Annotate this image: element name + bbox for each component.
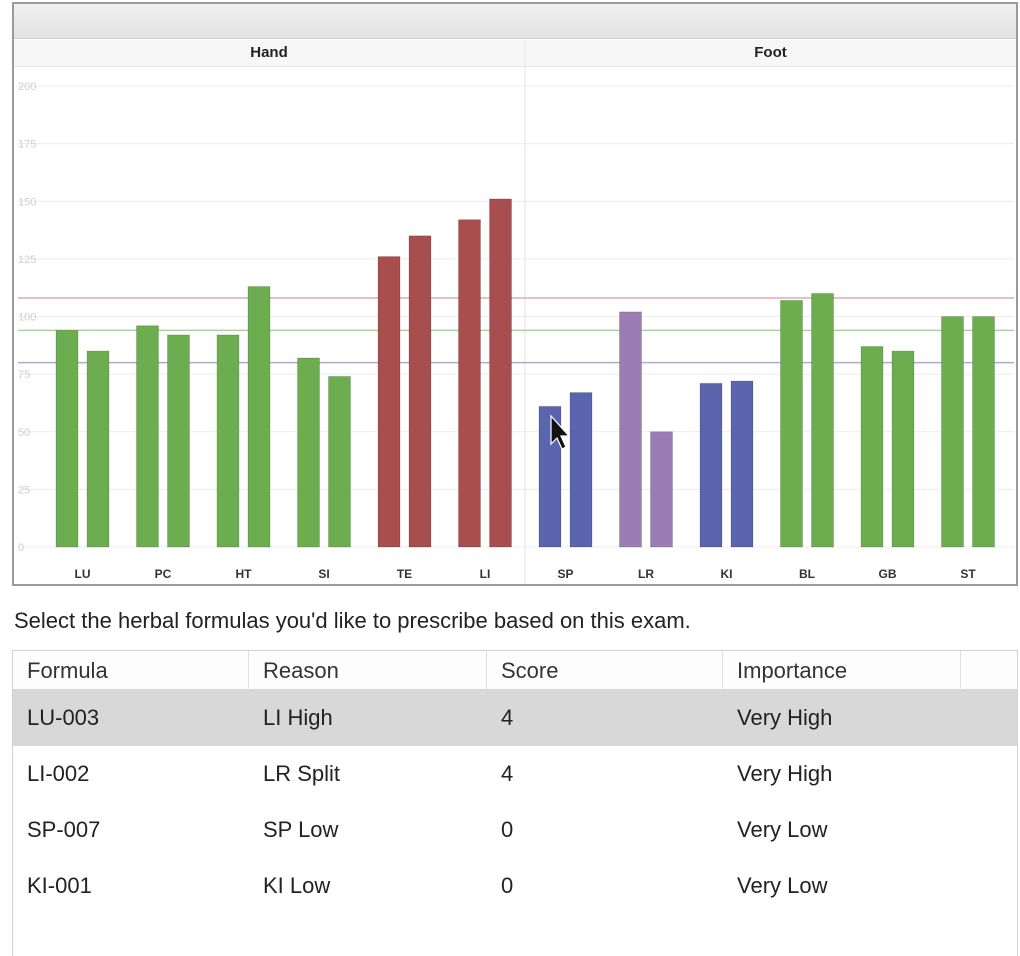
bar [569,392,593,548]
cell-reason: LR Split [263,761,341,786]
y-tick-label: 25 [18,484,30,496]
x-tick-label: TE [397,567,412,581]
bar [972,316,995,548]
table-row[interactable]: LU-003 LI High 4 Very High [13,690,1017,746]
x-tick-label: GB [879,567,897,581]
bar [860,345,884,548]
cell-reason: SP Low [263,817,339,842]
bar [297,357,320,548]
cell-formula: LI-002 [27,761,90,786]
bar [489,198,512,548]
bar [408,235,432,548]
bar [458,219,481,548]
y-tick-label: 200 [18,81,36,93]
bar [216,334,240,548]
column-header-reason[interactable]: Reason [249,651,487,689]
bar [619,311,642,548]
x-tick-label: BL [799,567,815,581]
cell-score: 4 [501,761,514,786]
bar [328,375,351,548]
column-header-importance[interactable]: Importance [723,651,961,689]
x-tick-label: LR [638,567,654,581]
cell-formula: SP-007 [27,817,101,842]
bar [941,316,964,548]
bar [377,256,401,548]
cell-reason: LI High [263,705,333,730]
y-tick-label: 125 [18,254,36,266]
meridian-chart: Hand Foot 0 25 50 75 100 125 150 175 200 LU PC HT SI… [12,2,1018,586]
cell-score: 4 [501,705,514,730]
bar [699,382,723,548]
group-header-hand: Hand [14,40,524,67]
chart-toolbar [14,4,1016,39]
column-header-formula[interactable]: Formula [13,651,249,689]
bar [780,299,803,548]
column-header-spacer [961,651,1019,689]
bar [538,405,562,548]
mouse-cursor-icon [550,414,571,450]
cell-reason: KI Low [263,873,331,898]
bar [247,286,271,548]
bar [167,334,190,548]
table-row[interactable]: SP-007 SP Low 0 Very Low [13,802,1017,858]
cell-score: 0 [501,817,514,842]
cell-importance: Very High [737,705,833,730]
y-tick-label: 100 [18,312,36,324]
formula-table: Formula Reason Score Importance LU-003 L… [12,650,1018,956]
cell-formula: KI-001 [27,873,92,898]
x-tick-label: SP [557,567,573,581]
x-tick-label: KI [721,567,733,581]
x-tick-label: HT [236,567,253,581]
bar [55,329,79,548]
bar [86,350,110,548]
instruction-text: Select the herbal formulas you'd like to… [14,608,691,633]
cell-score: 0 [501,873,514,898]
bar [811,292,834,548]
bar [891,350,915,548]
y-tick-label: 50 [18,427,30,439]
group-header-foot: Foot [525,40,1016,67]
x-tick-label: SI [318,567,329,581]
cell-importance: Very High [737,761,833,786]
x-tick-label: LU [75,567,91,581]
table-row[interactable]: KI-001 KI Low 0 Very Low [13,858,1017,914]
y-tick-label: 75 [18,369,30,381]
y-tick-label: 175 [18,139,36,151]
bar [136,325,159,548]
bar [730,380,754,548]
cell-importance: Very Low [737,873,828,898]
bar [650,431,673,548]
column-header-score[interactable]: Score [487,651,723,689]
bar-chart-svg: 0 25 50 75 100 125 150 175 200 LU PC HT SI TE LI SP LR KI… [18,40,1014,584]
x-tick-label: PC [155,567,172,581]
x-tick-label: LI [480,567,491,581]
y-tick-label: 0 [18,542,24,554]
cell-formula: LU-003 [27,705,100,730]
cell-importance: Very Low [737,817,828,842]
x-tick-label: ST [960,567,976,581]
table-row[interactable]: LI-002 LR Split 4 Very High [13,746,1017,802]
y-tick-label: 150 [18,196,36,208]
table-header: Formula Reason Score Importance [13,651,1017,690]
